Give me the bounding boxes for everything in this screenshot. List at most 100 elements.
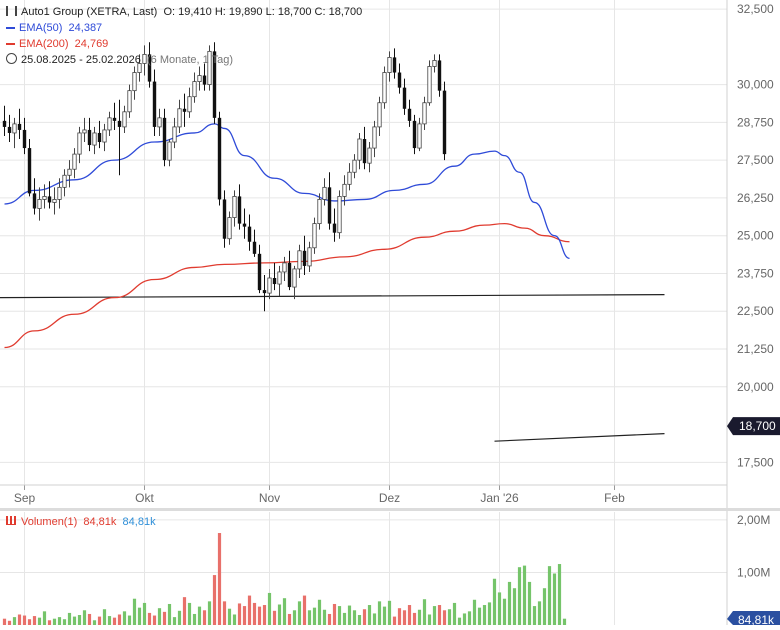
volume-bar [412, 612, 417, 625]
candle-body [302, 250, 307, 266]
volume-bar [297, 601, 302, 625]
volume-bar [207, 601, 212, 625]
volume-bar [557, 564, 562, 625]
volume-bar [102, 609, 107, 625]
candle-body [42, 196, 47, 200]
volume-bar [272, 610, 277, 625]
candle-body [2, 120, 7, 127]
volume-bar [497, 592, 502, 625]
volume-bar [402, 610, 407, 625]
range-detail: (6 Monate, 1 Tag) [147, 54, 234, 66]
candle-body [7, 126, 12, 133]
candle-body [132, 72, 137, 92]
candle-body [12, 123, 17, 134]
candle-body [107, 117, 112, 131]
indicator-lines [0, 123, 665, 442]
candle-body [62, 174, 67, 188]
candle-body [312, 223, 317, 249]
volume-value-2: 84,81k [122, 516, 156, 528]
candle-body [272, 278, 277, 285]
volume-bar [37, 617, 42, 625]
volume-bar [457, 617, 462, 625]
volume-value-1: 84,81k [83, 516, 117, 528]
volume-bar [362, 609, 367, 625]
volume-bar [337, 606, 342, 625]
y-tick-label: 26,250 [737, 191, 774, 205]
candle-body [252, 241, 257, 254]
volume-bar [517, 567, 522, 625]
candle-body [382, 72, 387, 104]
ohlc-values: O: 19,410 H: 19,890 L: 18,700 C: 18,700 [163, 6, 363, 18]
volume-bars-icon [6, 516, 16, 525]
candle-body [307, 247, 312, 267]
volume-last-label: 84,81k [738, 613, 775, 625]
candle-body [77, 132, 82, 155]
candle-body [167, 141, 172, 161]
volume-bar [192, 613, 197, 625]
legend-ema50[interactable]: EMA(50) 24,387 [6, 21, 102, 36]
y-tick-label: 23,750 [737, 266, 774, 280]
volume-bar [527, 581, 532, 625]
volume-bar [52, 618, 57, 625]
volume-bar [252, 602, 257, 625]
volume-bar [292, 610, 297, 625]
volume-bar [62, 619, 67, 625]
volume-bar [502, 598, 507, 625]
volume-bar [532, 606, 537, 625]
trend-line [0, 294, 665, 299]
candle-body [292, 268, 297, 288]
volume-bar [392, 616, 397, 625]
candle-body [202, 75, 207, 85]
candle-body [442, 90, 447, 155]
candle-body [157, 117, 162, 128]
candle-body [437, 60, 442, 91]
volume-bar [137, 607, 142, 625]
volume-last-tag [727, 611, 780, 625]
volume-bar [352, 610, 357, 625]
chart-title: Auto1 Group (XETRA, Last) [21, 6, 158, 18]
y-tick-label: 28,750 [737, 115, 774, 129]
legend-range: 25.08.2025 - 25.02.2026 (6 Monate, 1 Tag… [6, 53, 233, 68]
candle-body [92, 132, 97, 146]
candle-body [142, 53, 147, 64]
legend-ema200[interactable]: EMA(200) 24,769 [6, 37, 108, 52]
volume-bar [537, 601, 542, 625]
ema50-value: 24,387 [68, 22, 103, 34]
ema200-line [4, 222, 570, 349]
candle-body [407, 108, 412, 121]
volume-bar [162, 611, 167, 625]
candle-body [147, 54, 152, 82]
candle-body [52, 199, 57, 203]
volume-bar [107, 616, 112, 625]
candle-body [347, 171, 352, 185]
panel-separator [0, 508, 780, 511]
chart-bars-icon [6, 6, 17, 16]
candle-body [337, 196, 342, 234]
candle-body [112, 117, 117, 121]
volume-bar [232, 614, 237, 625]
chart-title-row: Auto1 Group (XETRA, Last) O: 19,410 H: 1… [6, 5, 362, 20]
volume-bar [467, 611, 472, 625]
volume-bar [157, 608, 162, 625]
volume-bar [177, 610, 182, 625]
volume-bar [22, 615, 27, 625]
volume-tick-label: 2,00M [737, 513, 770, 527]
candle-body [177, 108, 182, 128]
volume-bar [397, 608, 402, 625]
candle-body [372, 126, 377, 149]
candle-body [242, 223, 247, 227]
volume-bar [72, 616, 77, 625]
volume-bar [227, 608, 232, 625]
last-price-label: 18,700 [739, 419, 776, 433]
candle-body [137, 63, 142, 73]
candle-body [277, 271, 282, 285]
volume-bar [57, 617, 62, 625]
candle-body [172, 126, 177, 143]
volume-bar [507, 581, 512, 625]
candle-body [117, 120, 122, 127]
last-price-tag [727, 417, 780, 436]
legend-volume[interactable]: Volumen(1) 84,81k 84,81k [6, 516, 156, 528]
candle-body [332, 223, 337, 233]
